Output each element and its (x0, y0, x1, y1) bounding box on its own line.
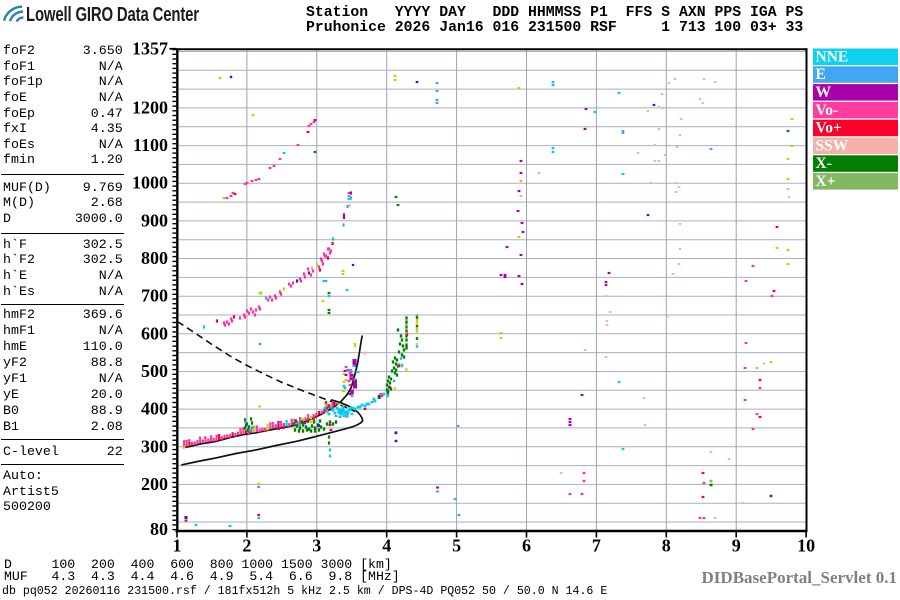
svg-text:1000: 1000 (132, 173, 168, 193)
svg-text:3: 3 (312, 536, 321, 556)
svg-text:200: 200 (141, 474, 168, 494)
svg-text:600: 600 (141, 323, 168, 343)
svg-text:SSW: SSW (816, 137, 849, 154)
svg-text:1100: 1100 (133, 135, 168, 155)
svg-text:Vo-: Vo- (816, 102, 839, 119)
svg-text:1357: 1357 (132, 38, 168, 58)
svg-text:Vo+: Vo+ (816, 120, 843, 137)
svg-text:800: 800 (141, 248, 168, 268)
svg-text:2: 2 (242, 536, 251, 556)
svg-text:900: 900 (141, 210, 168, 230)
svg-text:5: 5 (452, 536, 461, 556)
svg-text:X+: X+ (816, 173, 836, 190)
svg-text:1200: 1200 (132, 97, 168, 117)
svg-text:80: 80 (150, 519, 168, 539)
svg-text:10: 10 (797, 536, 815, 556)
svg-text:4: 4 (382, 536, 391, 556)
svg-text:E: E (816, 66, 826, 83)
svg-text:8: 8 (662, 536, 671, 556)
svg-text:NNE: NNE (816, 48, 849, 65)
svg-text:W: W (816, 84, 832, 101)
svg-text:6: 6 (522, 536, 531, 556)
svg-text:1: 1 (173, 536, 182, 556)
svg-text:9: 9 (732, 536, 741, 556)
svg-text:X-: X- (816, 155, 832, 172)
svg-text:500: 500 (141, 361, 168, 381)
svg-text:300: 300 (141, 436, 168, 456)
svg-text:400: 400 (141, 399, 168, 419)
svg-text:7: 7 (592, 536, 601, 556)
svg-text:700: 700 (141, 286, 168, 306)
